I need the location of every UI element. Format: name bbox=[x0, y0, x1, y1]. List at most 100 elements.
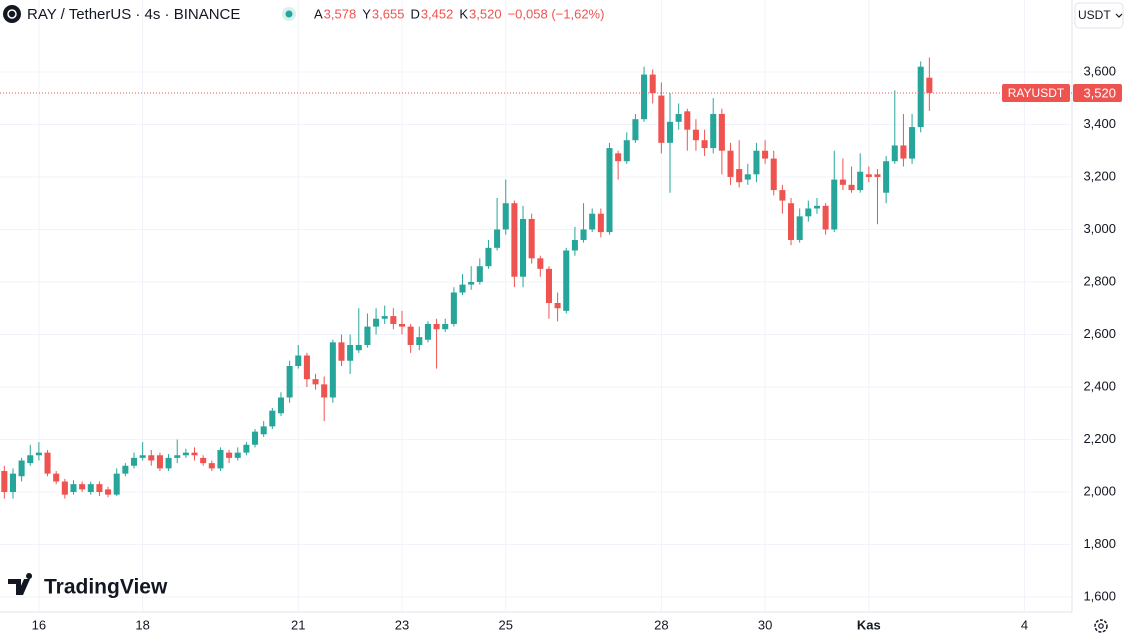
candle-body bbox=[243, 444, 250, 453]
ohlc-key: D bbox=[410, 6, 419, 21]
x-tick-label: 28 bbox=[654, 617, 668, 632]
candle-body bbox=[373, 318, 380, 327]
candle-body bbox=[217, 450, 224, 469]
currency-caret bbox=[1115, 13, 1123, 18]
candle-body bbox=[182, 452, 189, 456]
candle-body bbox=[61, 481, 68, 495]
candle-body bbox=[156, 455, 163, 469]
currency-label: USDT bbox=[1078, 8, 1111, 22]
candle-body bbox=[632, 119, 639, 141]
y-tick-label: 3,400 bbox=[1083, 116, 1116, 131]
y-tick-label: 2,200 bbox=[1083, 431, 1116, 446]
candle-body bbox=[848, 184, 855, 191]
candle-body bbox=[692, 129, 699, 141]
candle-body bbox=[1, 471, 8, 493]
candle-body bbox=[658, 95, 665, 143]
candle-body bbox=[122, 465, 129, 474]
settings-icon[interactable] bbox=[1094, 619, 1108, 633]
candle-body bbox=[416, 337, 423, 345]
ohlc-value: 3,655 bbox=[372, 6, 405, 21]
candle-body bbox=[234, 452, 241, 458]
ohlc-key: K bbox=[459, 6, 468, 21]
candle-body bbox=[329, 342, 336, 398]
candle-body bbox=[130, 457, 138, 466]
candle-body bbox=[79, 484, 86, 490]
symbol-tag bbox=[1002, 83, 1070, 102]
currency-button[interactable] bbox=[1074, 2, 1124, 29]
x-tick-label: 4 bbox=[1021, 617, 1028, 632]
symbol-title[interactable]: RAY / TetherUS · 4s · BINANCE bbox=[27, 6, 240, 23]
y-tick-label: 2,600 bbox=[1083, 326, 1116, 341]
x-tick-label: 18 bbox=[135, 617, 149, 632]
y-tick-label: 3,000 bbox=[1083, 221, 1116, 236]
candle-body bbox=[571, 239, 578, 251]
candle-body bbox=[442, 323, 449, 330]
candle-body bbox=[788, 203, 795, 240]
candle-body bbox=[53, 473, 60, 482]
y-tick-label: 2,400 bbox=[1083, 378, 1116, 393]
candle-body bbox=[148, 455, 155, 461]
candle-body bbox=[485, 247, 492, 267]
candle-body bbox=[312, 379, 319, 385]
candle-body bbox=[450, 292, 457, 324]
candle-body bbox=[520, 218, 527, 277]
candle-body bbox=[390, 316, 397, 324]
candle-body bbox=[909, 127, 916, 159]
symbol-logo-mark bbox=[7, 9, 17, 19]
candle-body bbox=[839, 179, 846, 185]
candle-body bbox=[338, 342, 345, 361]
price-tag bbox=[1073, 83, 1122, 102]
symbol-tag-label: RAYUSDT bbox=[1008, 86, 1065, 100]
candle-body bbox=[563, 250, 570, 311]
y-tick-label: 3,200 bbox=[1083, 168, 1116, 183]
brand-name: TradingView bbox=[44, 576, 168, 599]
candle-body bbox=[424, 323, 431, 340]
candle-body bbox=[105, 489, 112, 495]
candle-body bbox=[433, 323, 440, 330]
candle-body bbox=[891, 145, 898, 162]
candle-body bbox=[252, 431, 259, 445]
candle-body bbox=[528, 218, 535, 259]
candle-body bbox=[779, 190, 786, 201]
price-tag-label: 3,520 bbox=[1083, 85, 1116, 100]
candle-body bbox=[27, 455, 34, 464]
candle-body bbox=[900, 145, 907, 159]
x-tick-label: 23 bbox=[395, 617, 409, 632]
candle-body bbox=[727, 150, 734, 177]
ohlc-values: A 3,578 Y 3,655 D 3,452 K 3,520 −0,058 (−1,62%) bbox=[314, 6, 604, 21]
candle-body bbox=[623, 140, 630, 162]
candle-body bbox=[113, 473, 120, 495]
candle-body bbox=[926, 77, 933, 93]
candle-body bbox=[736, 169, 743, 183]
ohlc-key: Y bbox=[362, 6, 371, 21]
candle-body bbox=[347, 344, 354, 361]
candle-body bbox=[753, 150, 760, 175]
ohlc-key: A bbox=[314, 6, 323, 21]
candle-body bbox=[666, 121, 674, 143]
candle-body bbox=[191, 452, 198, 456]
candle-body bbox=[615, 153, 622, 162]
candle-body bbox=[554, 302, 561, 309]
candle-body bbox=[277, 397, 284, 414]
candle-body bbox=[684, 111, 691, 130]
candle-body bbox=[139, 455, 146, 458]
candle-body bbox=[269, 410, 276, 427]
candle-body bbox=[770, 158, 777, 191]
y-tick-label: 2,000 bbox=[1083, 483, 1116, 498]
candle-body bbox=[174, 455, 181, 458]
brand-logo bbox=[8, 573, 33, 595]
settings-icon-center bbox=[1098, 623, 1104, 629]
candle-body bbox=[44, 452, 51, 474]
candle-body bbox=[295, 355, 302, 366]
candle-body bbox=[718, 113, 725, 151]
candle-body bbox=[494, 229, 501, 248]
candle-body bbox=[822, 205, 829, 230]
candle-body bbox=[641, 74, 648, 120]
candle-body bbox=[200, 457, 207, 464]
x-tick-label: Kas bbox=[857, 617, 881, 632]
symbol-logo bbox=[3, 5, 21, 23]
y-tick-label: 3,600 bbox=[1083, 63, 1116, 78]
